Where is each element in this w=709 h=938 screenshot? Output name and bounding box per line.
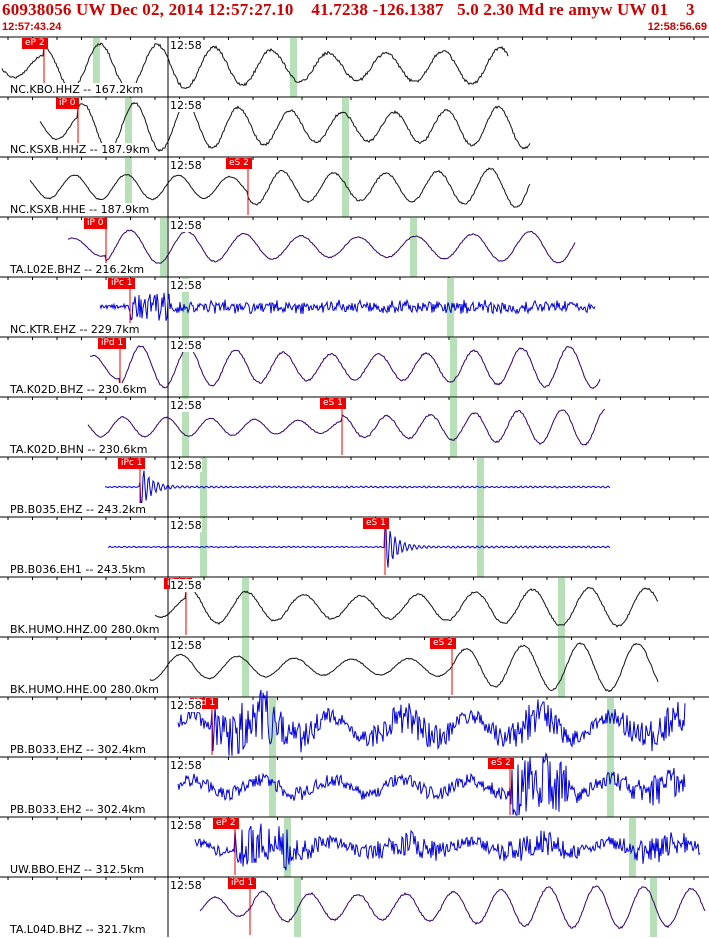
trace-panel[interactable] bbox=[0, 876, 709, 937]
phase-marker bbox=[160, 218, 167, 277]
pick-label[interactable]: eP 2 bbox=[213, 818, 239, 829]
minute-label: 12:58 bbox=[170, 759, 202, 772]
phase-marker bbox=[125, 158, 132, 217]
minute-label: 12:58 bbox=[170, 219, 202, 232]
waveform-trace bbox=[149, 642, 659, 693]
phase-marker bbox=[342, 98, 349, 157]
trace-panel[interactable] bbox=[0, 396, 709, 457]
channel-label: NC.KTR.EHZ -- 229.7km bbox=[9, 323, 141, 336]
phase-marker bbox=[242, 578, 249, 637]
minute-label: 12:58 bbox=[170, 819, 202, 832]
trace-panel[interactable] bbox=[0, 216, 709, 277]
phase-marker bbox=[558, 638, 565, 697]
minute-label: 12:58 bbox=[170, 399, 202, 412]
minute-label: 12:58 bbox=[170, 699, 202, 712]
trace-panel[interactable] bbox=[0, 456, 709, 517]
minute-label: 12:58 bbox=[170, 579, 202, 592]
channel-label: TA.K02D.BHZ -- 230.6km bbox=[9, 383, 148, 396]
pick-label[interactable]: eS 1 bbox=[363, 518, 389, 529]
pick-label[interactable]: iPc 1 bbox=[108, 278, 136, 289]
phase-marker bbox=[290, 38, 297, 97]
waveform-trace bbox=[194, 823, 701, 871]
channel-label: PB.B033.EH2 -- 302.4km bbox=[9, 803, 147, 816]
phase-marker bbox=[125, 98, 132, 157]
trace-panel[interactable] bbox=[0, 96, 709, 157]
trace-panel[interactable] bbox=[0, 276, 709, 337]
phase-marker bbox=[450, 338, 457, 397]
phase-marker bbox=[269, 758, 276, 817]
phase-marker bbox=[607, 698, 614, 757]
minute-label: 12:58 bbox=[170, 879, 202, 892]
trace-panel[interactable] bbox=[0, 689, 709, 757]
trace-panel[interactable] bbox=[0, 516, 709, 577]
pick-label[interactable]: eS 2 bbox=[430, 638, 456, 649]
event-header: 60938056 UW Dec 02, 2014 12:57:27.10 41.… bbox=[2, 0, 695, 19]
channel-label: NC.KSXB.HHE -- 187.9km bbox=[9, 203, 151, 216]
phase-marker bbox=[558, 578, 565, 637]
trace-panel[interactable] bbox=[0, 636, 709, 697]
minute-label: 12:58 bbox=[170, 279, 202, 292]
channel-label: PB.B036.EH1 -- 243.5km bbox=[9, 563, 147, 576]
pick-label[interactable]: eS 2 bbox=[488, 758, 514, 769]
waveform-trace bbox=[67, 229, 576, 264]
minute-label: 12:58 bbox=[170, 339, 202, 352]
minute-label: 12:58 bbox=[170, 99, 202, 112]
pick-label[interactable]: iPd 1 bbox=[190, 698, 219, 709]
channel-label: NC.KSXB.HHZ -- 187.9km bbox=[9, 143, 151, 156]
channel-label: UW.BBO.EHZ -- 312.5km bbox=[9, 863, 146, 876]
trace-panel[interactable] bbox=[0, 751, 709, 817]
phase-marker bbox=[410, 218, 417, 277]
minute-label: 12:58 bbox=[170, 639, 202, 652]
waveform-trace bbox=[199, 885, 706, 930]
channel-label: TA.L02E.BHZ -- 216.2km bbox=[9, 263, 146, 276]
pick-label[interactable]: iPc 1 bbox=[118, 458, 146, 469]
waveform-trace bbox=[99, 292, 596, 321]
waveform-trace bbox=[29, 167, 531, 208]
pick-label[interactable]: eS 1 bbox=[320, 398, 346, 409]
trace-panel[interactable] bbox=[0, 576, 709, 637]
waveform-trace bbox=[1, 42, 509, 92]
phase-marker bbox=[447, 278, 454, 337]
minute-label: 12:58 bbox=[170, 519, 202, 532]
channel-label: BK.HUMO.HHE.00 280.0km bbox=[9, 683, 160, 696]
waveform-trace bbox=[39, 101, 531, 153]
trace-panel[interactable] bbox=[0, 36, 709, 97]
waveform-trace bbox=[89, 344, 601, 390]
start-time: 12:57:43.24 bbox=[2, 21, 62, 33]
channel-label: PB.B033.EHZ -- 302.4km bbox=[9, 743, 147, 756]
waveform-trace bbox=[104, 470, 611, 507]
pick-label[interactable]: iPd 1 bbox=[228, 878, 257, 889]
minute-label: 12:58 bbox=[170, 159, 202, 172]
phase-marker bbox=[342, 158, 349, 217]
channel-label: BK.HUMO.HHZ.00 280.0km bbox=[9, 623, 161, 636]
pick-label[interactable]: iPd 1 bbox=[98, 338, 127, 349]
end-time: 12:58:56.69 bbox=[647, 21, 707, 33]
pick-label[interactable]: iP 0 bbox=[56, 98, 79, 109]
minute-label: 12:58 bbox=[170, 459, 202, 472]
trace-panel[interactable] bbox=[0, 336, 709, 397]
phase-marker bbox=[450, 398, 457, 457]
waveform-trace bbox=[177, 751, 686, 816]
channel-label: PB.B035.EHZ -- 243.2km bbox=[9, 503, 147, 516]
pick-label[interactable]: eP 2 bbox=[22, 38, 48, 49]
trace-panel[interactable] bbox=[0, 816, 709, 877]
waveform-trace bbox=[154, 586, 659, 628]
trace-panel[interactable] bbox=[0, 156, 709, 217]
phase-marker bbox=[182, 398, 189, 457]
minute-label: 12:58 bbox=[170, 39, 202, 52]
pick-label[interactable]: eS 2 bbox=[226, 158, 252, 169]
waveform-trace bbox=[107, 523, 611, 568]
phase-marker bbox=[242, 638, 249, 697]
waveform-trace bbox=[87, 409, 606, 446]
phase-marker bbox=[182, 338, 189, 397]
phase-marker bbox=[607, 758, 614, 817]
channel-label: TA.L04D.BHZ -- 321.7km bbox=[9, 923, 147, 936]
channel-label: NC.KBO.HHZ -- 167.2km bbox=[9, 83, 145, 96]
pick-label[interactable]: iP 0 bbox=[84, 218, 107, 229]
waveform-trace bbox=[177, 689, 686, 756]
phase-marker bbox=[650, 878, 657, 937]
channel-label: TA.K02D.BHN -- 230.6km bbox=[9, 443, 149, 456]
phase-marker bbox=[93, 38, 100, 97]
